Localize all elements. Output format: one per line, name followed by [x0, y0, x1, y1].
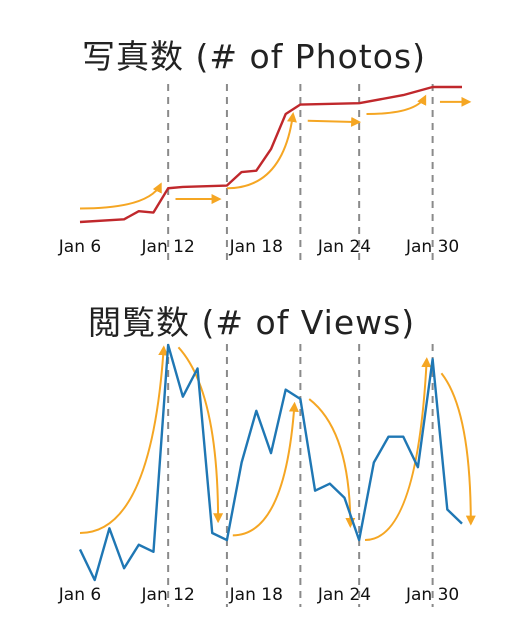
- views-x-tick-label-4: Jan 30: [405, 585, 459, 605]
- views-chart: Jan 6 Jan 12 Jan 18 Jan 24 Jan 30: [58, 343, 476, 607]
- views-trend-arrow-3: [308, 398, 356, 528]
- photos-trend-arrow-0: [79, 182, 162, 210]
- photos-x-tick-label-3: Jan 24: [317, 237, 371, 257]
- photos-trend-arrow-3: [307, 116, 362, 127]
- photos-x-tick-label-4: Jan 30: [405, 237, 459, 257]
- views-chart-title: 閲覧数 (# of Views): [88, 303, 416, 342]
- photos-trend-arrow-2: [226, 112, 297, 190]
- photos-chart-title: 写真数 (# of Photos): [82, 37, 427, 76]
- photos-x-tick-label-1: Jan 12: [141, 237, 195, 257]
- photos-trend-arrow-4: [366, 94, 427, 115]
- views-trend-arrow-1: [177, 346, 224, 524]
- views-x-tick-label-2: Jan 18: [229, 585, 283, 605]
- photos-x-tick-label-0: Jan 6: [58, 237, 101, 257]
- views-series-line-0: [78, 343, 463, 582]
- photos-x-tick-label-2: Jan 18: [229, 237, 283, 257]
- views-trend-arrow-5: [440, 372, 476, 526]
- photos-series-line-0: [79, 85, 462, 224]
- views-x-tick-label-1: Jan 12: [141, 585, 195, 605]
- views-x-tick-label-0: Jan 6: [58, 585, 101, 605]
- photos-chart: Jan 6 Jan 12 Jan 18 Jan 24 Jan 30: [58, 84, 472, 260]
- views-x-tick-label-3: Jan 24: [317, 585, 371, 605]
- views-trend-arrow-0: [79, 345, 169, 534]
- views-trend-arrow-2: [232, 401, 299, 537]
- views-trend-arrow-4: [365, 357, 432, 542]
